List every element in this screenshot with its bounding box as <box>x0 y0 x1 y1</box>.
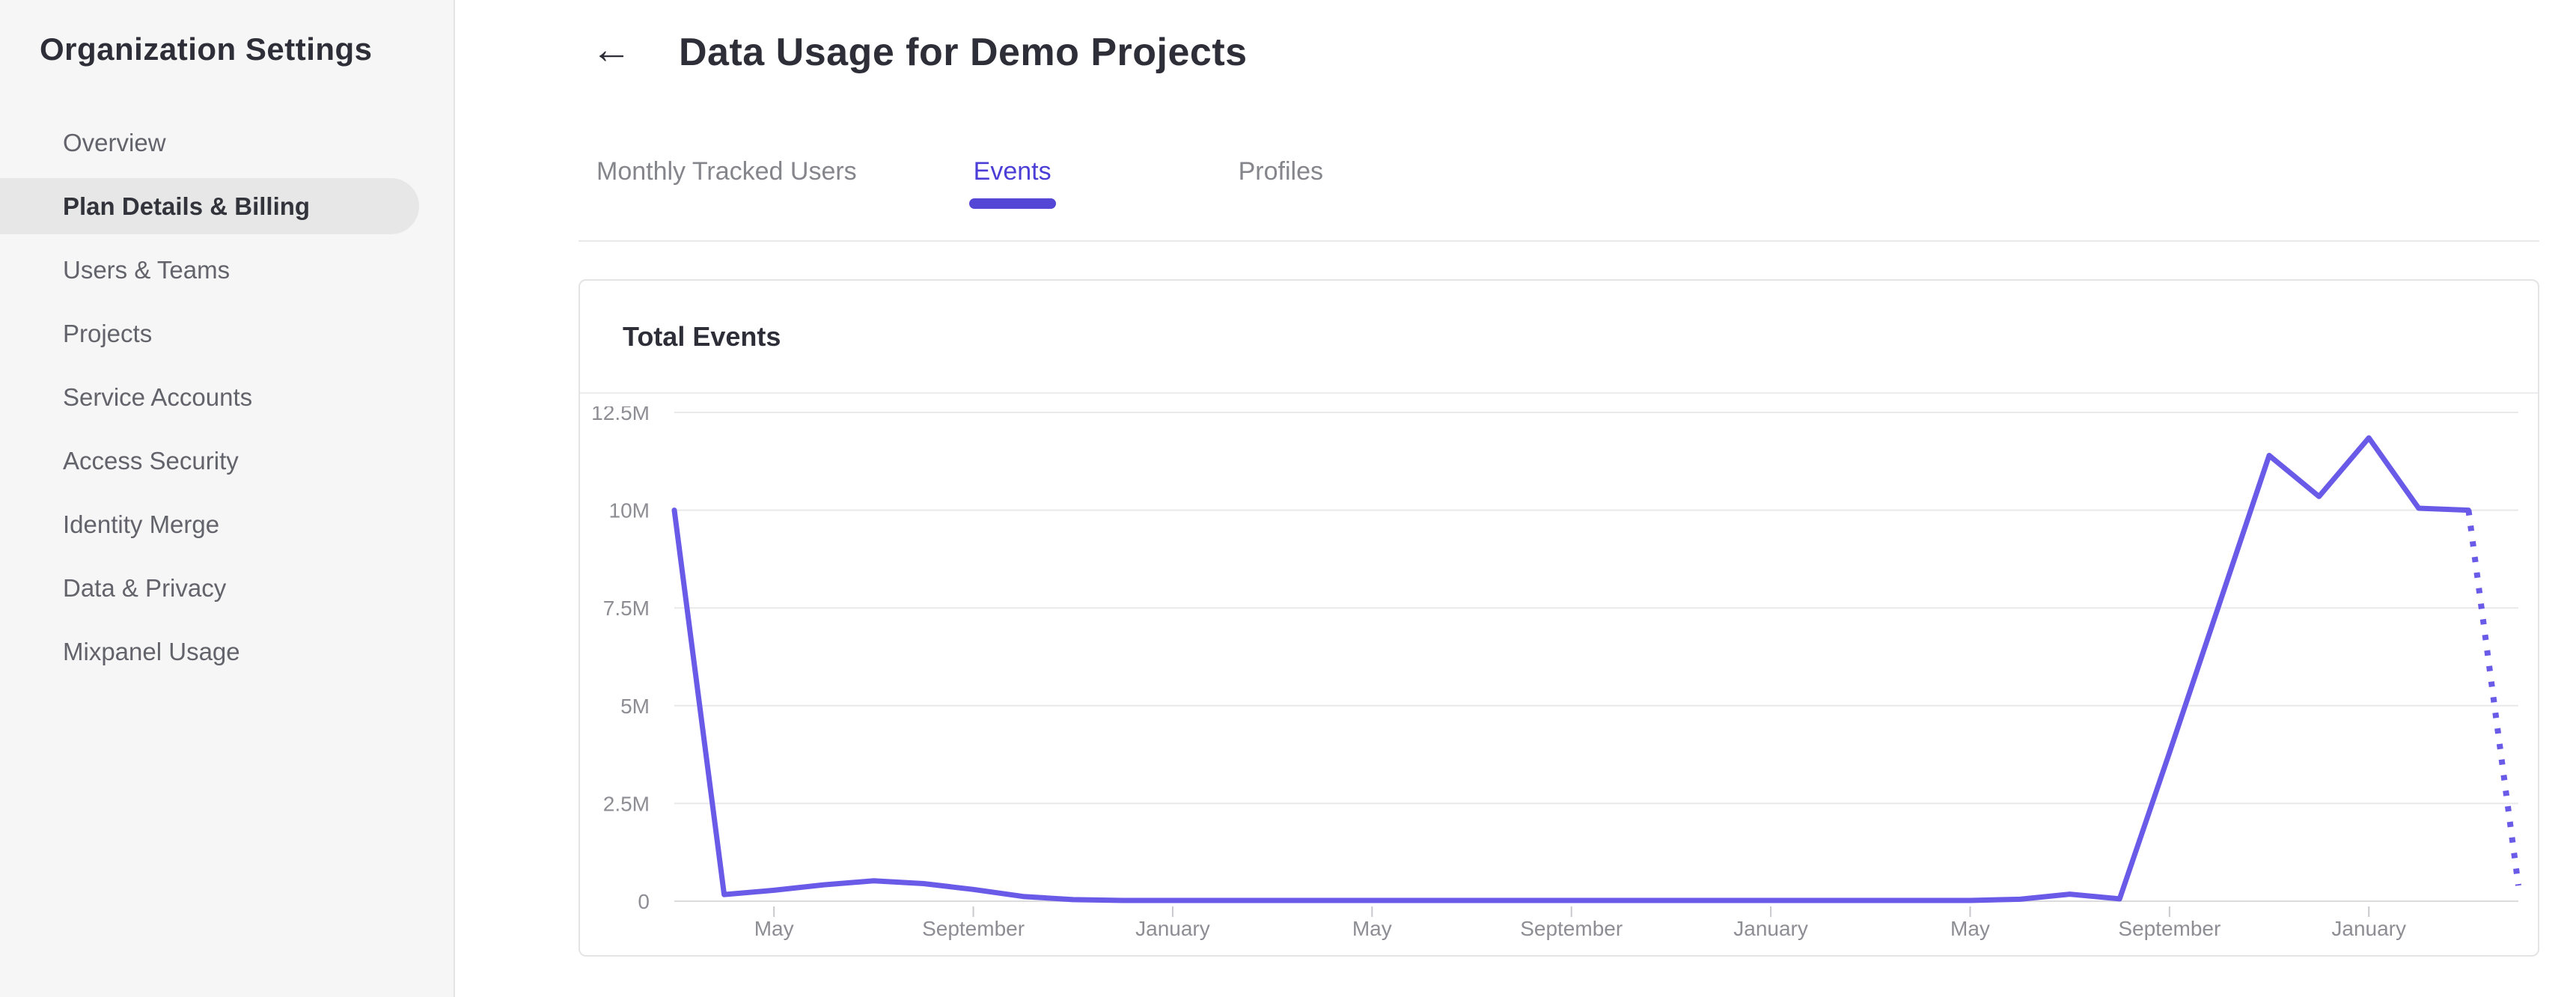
y-axis-tick-label: 5M <box>620 695 650 718</box>
y-axis-tick-label: 7.5M <box>603 597 650 620</box>
sidebar-item-identity-merge[interactable]: Identity Merge <box>0 493 454 556</box>
y-axis-tick-label: 10M <box>609 499 650 522</box>
sidebar-item-mixpanel-usage[interactable]: Mixpanel Usage <box>0 620 454 683</box>
back-arrow-icon[interactable]: ← <box>591 25 644 73</box>
sidebar-item-label: Overview <box>63 128 166 156</box>
tab-events[interactable]: Events <box>968 157 1056 254</box>
sidebar-item-label: Mixpanel Usage <box>63 637 240 665</box>
y-axis-tick-label: 12.5M <box>591 406 650 424</box>
sidebar-item-projects[interactable]: Projects <box>0 302 454 365</box>
data-usage-tabs: Monthly Tracked Users Events Profiles <box>596 157 1323 254</box>
tab-monthly-tracked-users[interactable]: Monthly Tracked Users <box>596 157 857 254</box>
x-axis-tick-label: May <box>1950 917 1990 940</box>
sidebar-item-service-accounts[interactable]: Service Accounts <box>0 365 454 429</box>
tab-label: Events <box>973 157 1052 186</box>
sidebar-item-access-security[interactable]: Access Security <box>0 429 454 493</box>
tab-active-underline <box>968 198 1056 209</box>
x-axis-tick-label: May <box>754 917 794 940</box>
y-axis-tick-label: 0 <box>638 890 650 913</box>
chart-title: Total Events <box>623 320 781 352</box>
total-events-card: Total Events 12.5M 10M 7.5M 5M 2.5M 0 May Septe… <box>579 279 2539 957</box>
sidebar-item-overview[interactable]: Overview <box>0 111 454 174</box>
x-axis-tick-label: January <box>1733 917 1808 940</box>
sidebar-nav-list: Overview Plan Details & Billing Users & Te… <box>0 111 454 683</box>
tab-label: Monthly Tracked Users <box>596 157 857 186</box>
events-series-dotted-projection <box>2465 510 2521 886</box>
sidebar-item-label: Data & Privacy <box>63 573 227 602</box>
sidebar-item-label: Service Accounts <box>63 382 253 411</box>
x-axis-tick-label: January <box>2331 917 2406 940</box>
events-line-chart: 12.5M 10M 7.5M 5M 2.5M 0 May September January Ma… <box>591 406 2521 940</box>
page-title: Data Usage for Demo Projects <box>679 31 1248 74</box>
sidebar-item-data-privacy[interactable]: Data & Privacy <box>0 556 454 620</box>
x-axis-tick-label: September <box>1520 917 1623 940</box>
events-series-line <box>671 435 2471 903</box>
x-axis-tick-label: January <box>1135 917 1210 940</box>
sidebar-title: Organization Settings <box>40 31 373 67</box>
tabs-divider <box>579 240 2539 242</box>
sidebar-item-label: Users & Teams <box>63 255 231 284</box>
sidebar-item-plan-details-billing[interactable]: Plan Details & Billing <box>0 178 419 234</box>
organization-settings-sidebar: Organization Settings Overview Plan Detai… <box>0 0 455 997</box>
tab-profiles[interactable]: Profiles <box>1239 157 1323 254</box>
tab-label: Profiles <box>1238 157 1323 186</box>
x-axis-tick-label: September <box>922 917 1025 940</box>
x-axis-tick-label: September <box>2118 917 2221 940</box>
y-axis-tick-label: 2.5M <box>603 792 650 815</box>
sidebar-item-users-teams[interactable]: Users & Teams <box>0 238 454 302</box>
x-axis-tick-label: May <box>1352 917 1392 940</box>
sidebar-item-label: Access Security <box>63 446 239 475</box>
sidebar-item-label: Plan Details & Billing <box>63 192 311 220</box>
sidebar-item-label: Identity Merge <box>63 510 220 538</box>
sidebar-item-label: Projects <box>63 319 153 347</box>
card-header: Total Events <box>580 281 2538 394</box>
